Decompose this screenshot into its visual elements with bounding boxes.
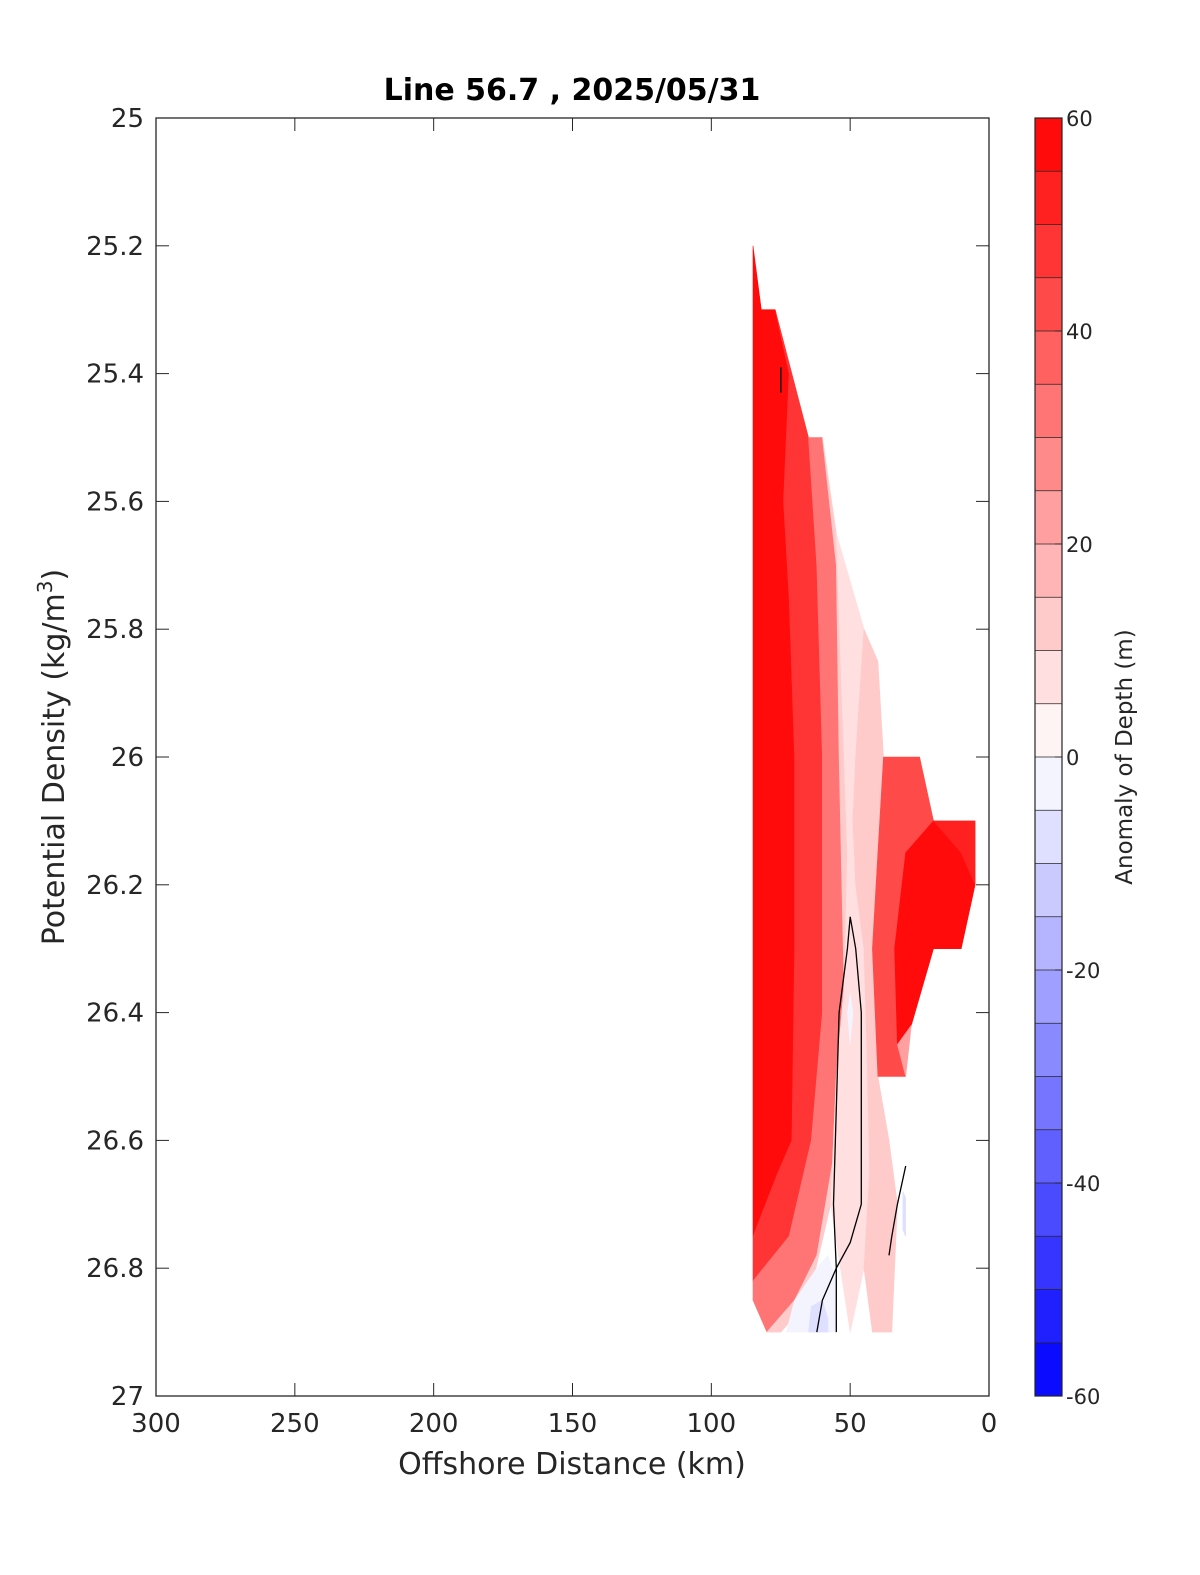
colorbar-band xyxy=(1035,331,1062,385)
y-tick-label: 25.6 xyxy=(86,487,144,517)
zero-contour-line-2 xyxy=(888,1165,907,1256)
colorbar-band xyxy=(1035,863,1062,918)
colorbar-band xyxy=(1035,650,1062,705)
colorbar-band xyxy=(1035,1183,1062,1237)
y-tick-label: 27 xyxy=(111,1382,144,1412)
y-axis-label-main: Potential Density (kg/m xyxy=(37,593,72,945)
colorbar-tick-label: -40 xyxy=(1066,1172,1100,1196)
x-tick-label: 150 xyxy=(548,1409,598,1439)
colorbar-band xyxy=(1035,118,1062,172)
colorbar-tick-label: 0 xyxy=(1066,746,1079,770)
y-tick-label: 25.2 xyxy=(86,232,144,262)
contour-layer xyxy=(780,367,907,1333)
colorbar-band xyxy=(1035,1023,1062,1077)
anomaly-region-11 xyxy=(808,1299,829,1333)
x-tick-label: 100 xyxy=(687,1409,737,1439)
data-layer xyxy=(752,245,976,1333)
colorbar-band xyxy=(1035,810,1062,864)
y-tick-label: 26.2 xyxy=(86,871,144,901)
y-tick-label: 25 xyxy=(111,104,144,134)
colorbar-band xyxy=(1035,970,1062,1024)
x-tick-label: 300 xyxy=(131,1409,181,1439)
x-tick-label: 0 xyxy=(981,1409,998,1439)
x-axis: 300 250 200 150 100 50 0 xyxy=(131,118,997,1439)
colorbar-tick-label: -20 xyxy=(1066,959,1100,983)
y-tick-label: 25.8 xyxy=(86,615,144,645)
colorbar-band xyxy=(1035,703,1062,758)
colorbar-band xyxy=(1035,1129,1062,1184)
y-axis: 25 25.2 25.4 25.6 25.8 26 26.2 26.4 26.6 26.8 27 xyxy=(86,104,989,1412)
anomaly-region-13 xyxy=(847,993,854,1045)
colorbar-band xyxy=(1035,597,1062,651)
colorbar xyxy=(1035,118,1062,1397)
y-tick-label: 26 xyxy=(111,743,144,773)
colorbar-band xyxy=(1035,384,1062,438)
x-tick-label: 200 xyxy=(409,1409,459,1439)
colorbar-tick-label: -60 xyxy=(1066,1385,1100,1409)
y-tick-label: 26.4 xyxy=(86,999,144,1029)
x-tick-label: 250 xyxy=(270,1409,320,1439)
zero-contour-line-1 xyxy=(832,916,851,1333)
colorbar-ticks: 60 40 20 0 -20 -40 -60 xyxy=(1055,107,1100,1409)
y-axis-label-superscript: 3 xyxy=(33,580,57,593)
colorbar-band xyxy=(1035,277,1062,332)
chart-title: Line 56.7 , 2025/05/31 xyxy=(384,73,761,108)
zero-contour-line-0 xyxy=(816,916,862,1333)
colorbar-band xyxy=(1035,1342,1062,1397)
y-tick-label: 26.6 xyxy=(86,1126,144,1156)
colorbar-band xyxy=(1035,916,1062,971)
colorbar-band xyxy=(1035,544,1062,598)
x-tick-label: 50 xyxy=(834,1409,867,1439)
colorbar-band xyxy=(1035,1076,1062,1131)
colorbar-band xyxy=(1035,490,1062,545)
y-axis-label: Potential Density (kg/m3) xyxy=(33,569,72,945)
colorbar-band xyxy=(1035,1289,1062,1344)
x-axis-label: Offshore Distance (km) xyxy=(398,1447,746,1482)
colorbar-band xyxy=(1035,224,1062,279)
anomaly-region-9 xyxy=(897,1024,912,1077)
colorbar-tick-label: 40 xyxy=(1066,320,1093,344)
anomaly-region-8 xyxy=(932,820,976,885)
colorbar-band xyxy=(1035,757,1062,811)
y-tick-label: 25.4 xyxy=(86,360,144,390)
anomaly-region-12 xyxy=(902,1191,907,1237)
colorbar-label: Anomaly of Depth (m) xyxy=(1112,629,1138,884)
y-tick-label: 26.8 xyxy=(86,1254,144,1284)
colorbar-band xyxy=(1035,437,1062,492)
colorbar-tick-label: 60 xyxy=(1066,107,1093,131)
colorbar-band xyxy=(1035,1236,1062,1290)
colorbar-tick-label: 20 xyxy=(1066,533,1093,557)
y-axis-label-close: ) xyxy=(37,569,72,581)
colorbar-band xyxy=(1035,171,1062,225)
